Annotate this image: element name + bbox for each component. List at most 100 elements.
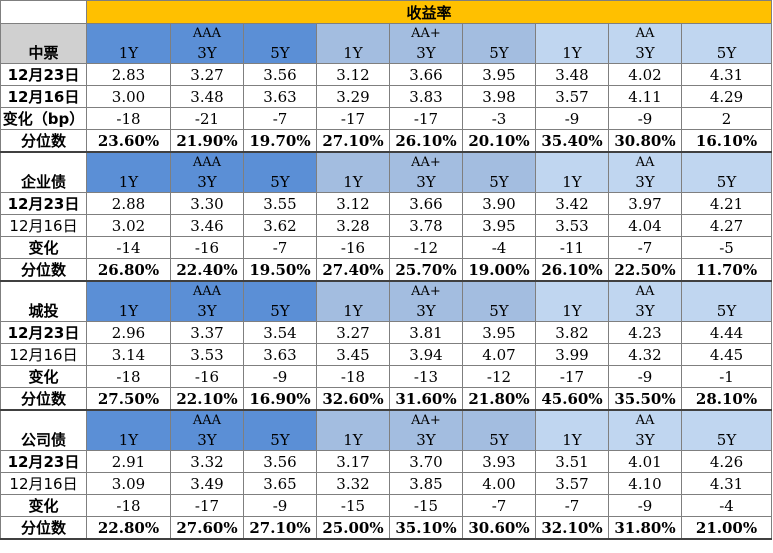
value-cell: 4.21 xyxy=(680,192,773,215)
value-cell: 3.09 xyxy=(86,472,171,495)
value-cell: -9 xyxy=(608,365,682,388)
table-row: 12月16日 3.09 3.49 3.65 3.32 3.85 4.00 3.57 4.10 4.… xyxy=(0,472,773,495)
value-cell: -3 xyxy=(462,107,536,130)
value-cell: 26.10% xyxy=(389,129,463,153)
value-cell: 22.80% xyxy=(86,516,171,540)
value-cell: 3.62 xyxy=(243,214,317,237)
value-cell: 20.10% xyxy=(462,129,536,153)
value-cell: 26.80% xyxy=(86,258,171,282)
value-cell: 3.95 xyxy=(462,214,536,237)
rating-label: AAA xyxy=(170,280,244,300)
tenor-label: 3Y xyxy=(170,429,244,451)
value-cell: -7 xyxy=(608,236,682,259)
value-cell: 23.60% xyxy=(86,129,171,153)
tenor-label: 5Y xyxy=(680,429,773,451)
value-cell: -15 xyxy=(316,494,390,517)
tenor-label: 5Y xyxy=(243,300,317,322)
rating-label: AA xyxy=(608,409,682,429)
value-cell: 4.02 xyxy=(608,63,682,86)
tenor-label: 1Y xyxy=(86,42,171,64)
value-cell: 4.27 xyxy=(680,214,773,237)
value-cell: -13 xyxy=(389,365,463,388)
tenor-label: 3Y xyxy=(608,42,682,64)
section-header-blank xyxy=(0,409,87,429)
row-label: 12月16日 xyxy=(0,472,87,495)
tenor-label: 3Y xyxy=(389,171,463,193)
rating-header-cell xyxy=(462,23,536,42)
value-cell: 32.10% xyxy=(535,516,609,540)
value-cell: 3.12 xyxy=(316,63,390,86)
tenor-label: 5Y xyxy=(243,42,317,64)
rating-header-cell xyxy=(535,151,609,171)
rating-header-cell xyxy=(535,280,609,300)
value-cell: -18 xyxy=(86,107,171,130)
table-row: 12月23日 2.96 3.37 3.54 3.27 3.81 3.95 3.82 4.23 4.… xyxy=(0,321,773,344)
rating-header-cell xyxy=(243,280,317,300)
value-cell: -18 xyxy=(316,365,390,388)
value-cell: 3.98 xyxy=(462,85,536,108)
tenor-label: 5Y xyxy=(243,429,317,451)
row-label: 变化 xyxy=(0,236,87,259)
value-cell: 3.56 xyxy=(243,450,317,473)
value-cell: 3.85 xyxy=(389,472,463,495)
rating-header-cell xyxy=(316,409,390,429)
table-row: 12月23日 2.91 3.32 3.56 3.17 3.70 3.93 3.51 4.01 4.… xyxy=(0,450,773,473)
table-title: 收益率 xyxy=(85,0,773,24)
row-label: 12月23日 xyxy=(0,321,87,344)
value-cell: -9 xyxy=(608,107,682,130)
value-cell: 3.95 xyxy=(462,63,536,86)
value-cell: 3.48 xyxy=(535,63,609,86)
tenor-label: 5Y xyxy=(462,42,536,64)
rating-header-cell xyxy=(86,23,171,42)
value-cell: 3.27 xyxy=(170,63,244,86)
value-cell: 3.66 xyxy=(389,192,463,215)
table-row: 变化 -14 -16 -7 -16 -12 -4 -11 -7 -5 xyxy=(0,236,773,259)
tenor-label: 1Y xyxy=(316,171,390,193)
value-cell: 28.10% xyxy=(680,387,773,411)
value-cell: -16 xyxy=(170,236,244,259)
tenor-label: 3Y xyxy=(608,171,682,193)
value-cell: 2.96 xyxy=(86,321,171,344)
tenor-label: 3Y xyxy=(170,42,244,64)
value-cell: 3.53 xyxy=(170,343,244,366)
value-cell: 19.50% xyxy=(243,258,317,282)
value-cell: 3.46 xyxy=(170,214,244,237)
section-title: 城投 xyxy=(0,300,87,322)
tenor-label: 5Y xyxy=(680,300,773,322)
rating-label: AA+ xyxy=(389,409,463,429)
tenor-label: 1Y xyxy=(535,42,609,64)
value-cell: 19.70% xyxy=(243,129,317,153)
title-blank-cell xyxy=(0,0,87,24)
tenor-label: 5Y xyxy=(462,300,536,322)
value-cell: 30.60% xyxy=(462,516,536,540)
rating-header-cell xyxy=(316,23,390,42)
rating-header-cell xyxy=(462,409,536,429)
yield-table: 收益率 AAA AA+ AA 中票 1Y 3Y 5Y 1Y 3Y 5Y 1Y 3Y 5Y 12月23日 2.… xyxy=(0,0,773,540)
value-cell: 21.90% xyxy=(170,129,244,153)
rating-label: AAA xyxy=(170,409,244,429)
value-cell: 3.54 xyxy=(243,321,317,344)
value-cell: 11.70% xyxy=(680,258,773,282)
value-cell: -14 xyxy=(86,236,171,259)
value-cell: 3.29 xyxy=(316,85,390,108)
value-cell: 27.40% xyxy=(316,258,390,282)
row-label: 分位数 xyxy=(0,387,87,411)
tenor-label: 1Y xyxy=(86,171,171,193)
value-cell: 2.88 xyxy=(86,192,171,215)
value-cell: 4.23 xyxy=(608,321,682,344)
row-label: 12月16日 xyxy=(0,214,87,237)
rating-label: AA+ xyxy=(389,151,463,171)
value-cell: 22.10% xyxy=(170,387,244,411)
rating-label: AA+ xyxy=(389,23,463,42)
value-cell: 3.17 xyxy=(316,450,390,473)
tenor-label: 3Y xyxy=(608,300,682,322)
table-row: 12月16日 3.14 3.53 3.63 3.45 3.94 4.07 3.99 4.32 4.… xyxy=(0,343,773,366)
grade-header-row: AAA AA+ AA xyxy=(0,280,773,300)
rating-header-cell xyxy=(243,151,317,171)
rating-header-cell xyxy=(243,409,317,429)
row-label: 变化 xyxy=(0,365,87,388)
value-cell: -9 xyxy=(243,494,317,517)
value-cell: 32.60% xyxy=(316,387,390,411)
value-cell: 3.83 xyxy=(389,85,463,108)
value-cell: 4.10 xyxy=(608,472,682,495)
